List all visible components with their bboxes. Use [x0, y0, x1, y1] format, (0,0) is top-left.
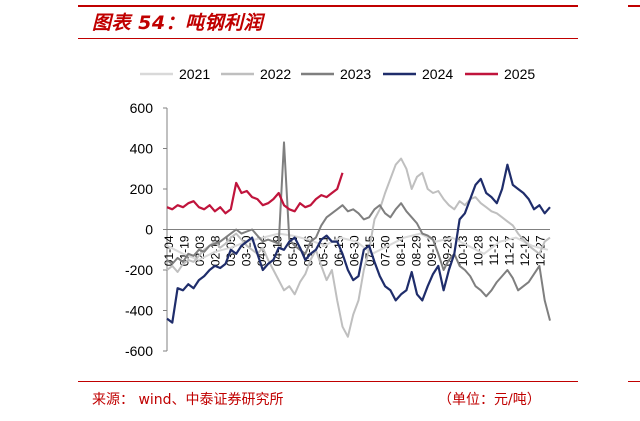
y-tick-label: 400 — [130, 141, 154, 157]
chart-area: 2021 2022 2023 2024 2025 -600 -400 -200 0 200 400… — [125, 66, 551, 359]
plot-lines — [166, 141, 551, 338]
series-line-2025 — [166, 172, 344, 215]
legend-label-2022: 2022 — [260, 66, 291, 82]
x-tick-label: 11-27 — [502, 235, 516, 265]
x-tick-label: 01-19 — [177, 235, 191, 266]
legend-label-2025: 2025 — [504, 66, 535, 82]
legend-label-2024: 2024 — [422, 66, 453, 82]
right-edge-rule — [628, 5, 640, 7]
figure-title: 图表 54：吨钢利润 — [92, 12, 264, 34]
x-tick-label: 07-30 — [379, 235, 393, 266]
x-tick-label: 10-13 — [456, 235, 470, 266]
footer-rule — [78, 381, 578, 382]
y-tick-label: -200 — [125, 262, 153, 278]
unit-note: （单位：元/吨） — [438, 392, 541, 408]
source-note: 来源： wind、中泰证券研究所 — [92, 392, 284, 408]
top-rule — [78, 5, 578, 7]
series-line-2024 — [166, 163, 551, 324]
series-line-2021 — [166, 232, 549, 261]
series-line-2023 — [166, 141, 551, 321]
series-line-2022 — [166, 157, 551, 338]
x-tick-label: 08-29 — [410, 235, 424, 266]
x-tick-label: 06-15 — [332, 235, 346, 266]
y-tick-label: -600 — [125, 343, 153, 359]
y-axis: -600 -400 -200 0 200 400 600 — [125, 100, 168, 359]
y-tick-label: 0 — [145, 222, 153, 238]
x-tick-label: 09-13 — [425, 235, 439, 266]
y-tick-label: 600 — [130, 100, 154, 116]
y-tick-label: -400 — [125, 303, 153, 319]
legend-label-2021: 2021 — [179, 66, 210, 82]
x-tick-label: 01-04 — [162, 235, 176, 266]
y-tick-label: 200 — [130, 181, 154, 197]
right-edge-rule-bottom — [628, 381, 640, 382]
x-tick-label: 08-14 — [394, 235, 408, 266]
title-rule — [78, 38, 578, 39]
legend: 2021 2022 2023 2024 2025 — [140, 66, 535, 82]
legend-label-2023: 2023 — [340, 66, 371, 82]
